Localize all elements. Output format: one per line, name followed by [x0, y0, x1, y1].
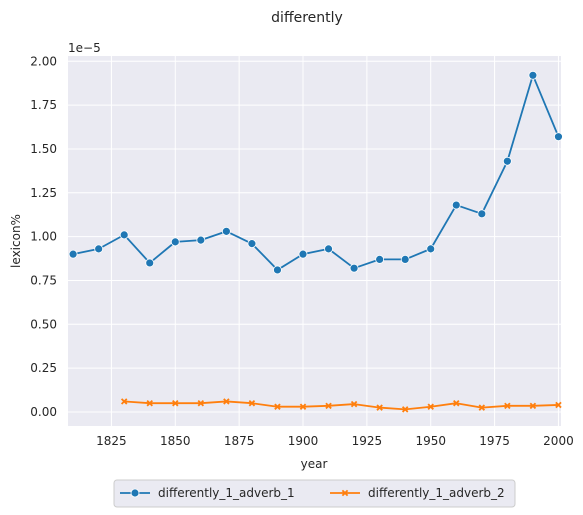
x-tick-label: 1850: [160, 434, 191, 448]
legend: differently_1_adverb_1 differently_1_adv…: [113, 479, 516, 508]
series-layer: [68, 70, 563, 413]
y-tick-label: 1.75: [30, 98, 57, 112]
chart-title: differently: [271, 10, 343, 26]
data-point: [477, 209, 487, 219]
legend-label-series-1: differently_1_adverb_1: [158, 486, 295, 500]
y-axis-label: lexicon%: [9, 214, 23, 268]
data-point: [68, 249, 78, 259]
data-point: [273, 265, 282, 275]
legend-label-series-2: differently_1_adverb_2: [368, 486, 505, 500]
data-point: [504, 402, 511, 410]
data-point: [196, 235, 206, 245]
data-point: [350, 400, 358, 408]
grid-lines: [68, 56, 561, 426]
data-point: [94, 244, 104, 254]
data-point: [426, 244, 436, 254]
data-point: [298, 249, 308, 259]
data-point: [248, 399, 256, 407]
data-point: [451, 200, 461, 210]
data-point: [324, 244, 333, 254]
x-tick-label: 1975: [479, 434, 510, 448]
data-point: [145, 258, 155, 268]
legend-box: [113, 479, 516, 508]
y-tick-label: 0.00: [30, 405, 57, 419]
x-tick-label: 1825: [96, 434, 127, 448]
data-point: [197, 399, 205, 407]
y-tick-label: 1.25: [30, 186, 57, 200]
data-point: [401, 406, 409, 413]
data-point: [172, 399, 179, 407]
plot-area: [68, 56, 561, 426]
y-tick-label: 0.50: [30, 317, 57, 331]
series-2: [120, 398, 562, 413]
data-point: [247, 239, 257, 249]
data-point: [453, 399, 460, 407]
data-point: [299, 403, 307, 410]
data-point: [478, 404, 486, 411]
data-point: [555, 401, 562, 409]
data-point: [502, 156, 512, 166]
x-tick-label: 2000: [543, 434, 574, 448]
data-point: [400, 255, 410, 264]
legend-marker-series-1: [130, 488, 140, 498]
y-offset-label: 1e−5: [68, 41, 101, 55]
data-point: [146, 399, 153, 407]
x-icon: [341, 489, 349, 497]
data-point: [274, 403, 281, 410]
series-line-1: [72, 74, 560, 271]
data-point: [529, 402, 537, 410]
data-point: [376, 404, 383, 411]
y-tick-label: 0.75: [30, 273, 57, 287]
x-axis-label: year: [301, 457, 328, 471]
x-axis-ticks: 1825 1850 1875 1900 1925 1950 1975 2000: [96, 434, 574, 448]
data-point: [223, 398, 230, 405]
series-1: [68, 70, 563, 275]
data-point: [375, 255, 385, 264]
x-tick-label: 1950: [415, 434, 446, 448]
y-tick-label: 0.25: [30, 361, 57, 375]
data-point: [170, 237, 180, 247]
y-axis-ticks: 0.00 0.25 0.50 0.75 1.00 1.25 1.50 1.75 2.00: [30, 54, 57, 419]
data-point: [120, 398, 128, 405]
data-point: [221, 226, 231, 236]
x-tick-label: 1925: [352, 434, 383, 448]
y-tick-label: 1.00: [30, 230, 57, 244]
x-tick-label: 1900: [288, 434, 319, 448]
data-point: [119, 230, 129, 240]
series-line-2: [124, 400, 559, 411]
data-point: [427, 403, 434, 410]
y-tick-label: 1.50: [30, 142, 57, 156]
data-point: [325, 402, 332, 410]
legend-marker-series-2: [341, 489, 349, 497]
data-point: [528, 70, 538, 80]
y-tick-label: 2.00: [30, 54, 57, 68]
data-point: [349, 263, 359, 273]
data-point: [554, 132, 563, 142]
x-tick-label: 1875: [224, 434, 255, 448]
